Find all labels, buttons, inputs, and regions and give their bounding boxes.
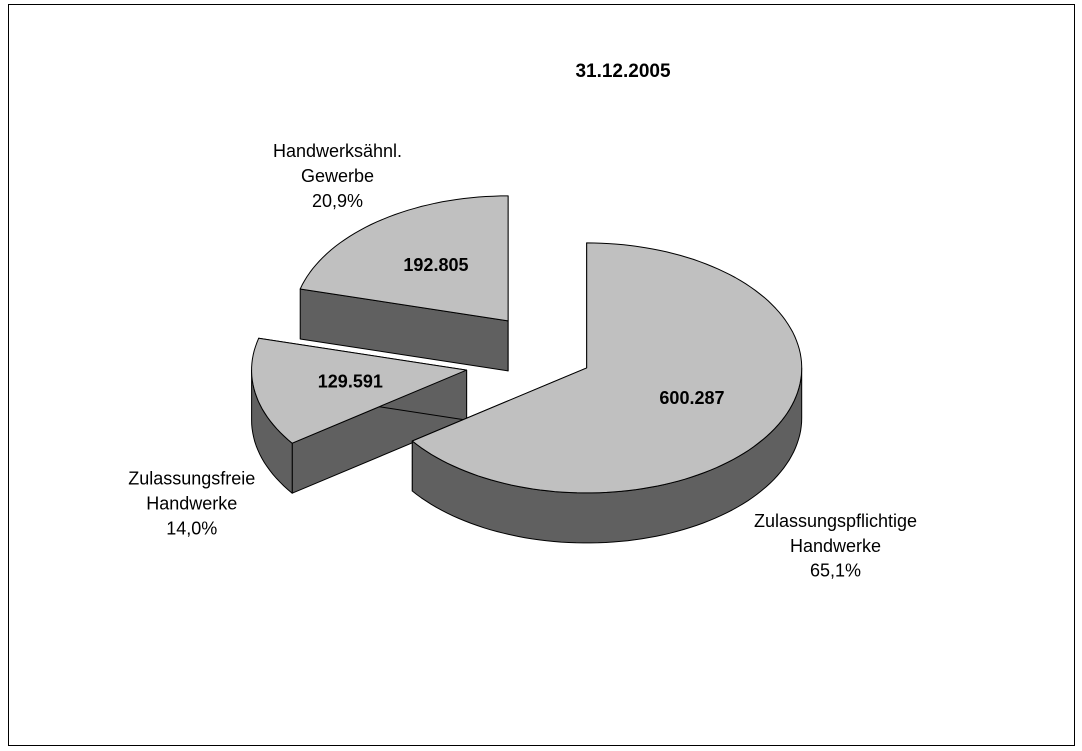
percent-label: 20,9% [312, 191, 363, 211]
chart-title: 31.12.2005 [575, 61, 671, 82]
value-label: 600.287 [659, 388, 724, 408]
value-label: 129.591 [318, 371, 383, 391]
category-label: Zulassungspflichtige Handwerke [754, 511, 917, 556]
chart-frame [8, 4, 1075, 746]
slice-top [299, 195, 509, 322]
category-label-line: Gewerbe [301, 166, 374, 186]
slice [299, 195, 509, 372]
category-label: Zulassungsfreie Handwerke [128, 468, 255, 513]
percent-label: 65,1% [810, 561, 861, 581]
category-label-line: Handwerke [146, 493, 237, 513]
slice [251, 337, 468, 494]
category-label: Handwerksähnl. Gewerbe [273, 141, 402, 186]
percent-label: 14,0% [166, 518, 217, 538]
category-label-line: Zulassungspflichtige [754, 511, 917, 531]
slice [411, 242, 803, 544]
slice-top [251, 337, 468, 444]
slice-top [411, 242, 803, 494]
category-label-line: Handwerksähnl. [273, 141, 402, 161]
category-label-line: Zulassungsfreie [128, 468, 255, 488]
category-label-line: Handwerke [790, 536, 881, 556]
value-label: 192.805 [403, 255, 468, 275]
